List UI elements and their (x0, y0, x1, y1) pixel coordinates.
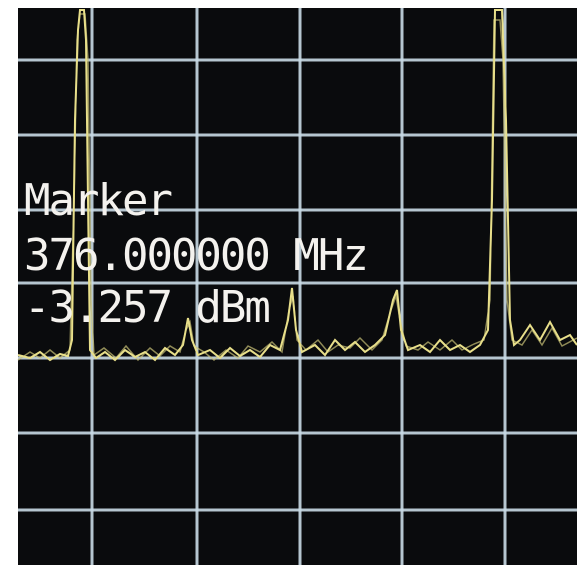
page: {"marker": {"label": "Marker", "frequenc… (0, 0, 577, 565)
marker-label: Marker (24, 175, 171, 226)
analyzer-screen: Marker 376.000000 MHz -3.257 dBm (0, 0, 577, 565)
marker-frequency: 376.000000 MHz (24, 230, 367, 281)
marker-level: -3.257 dBm (24, 282, 269, 333)
